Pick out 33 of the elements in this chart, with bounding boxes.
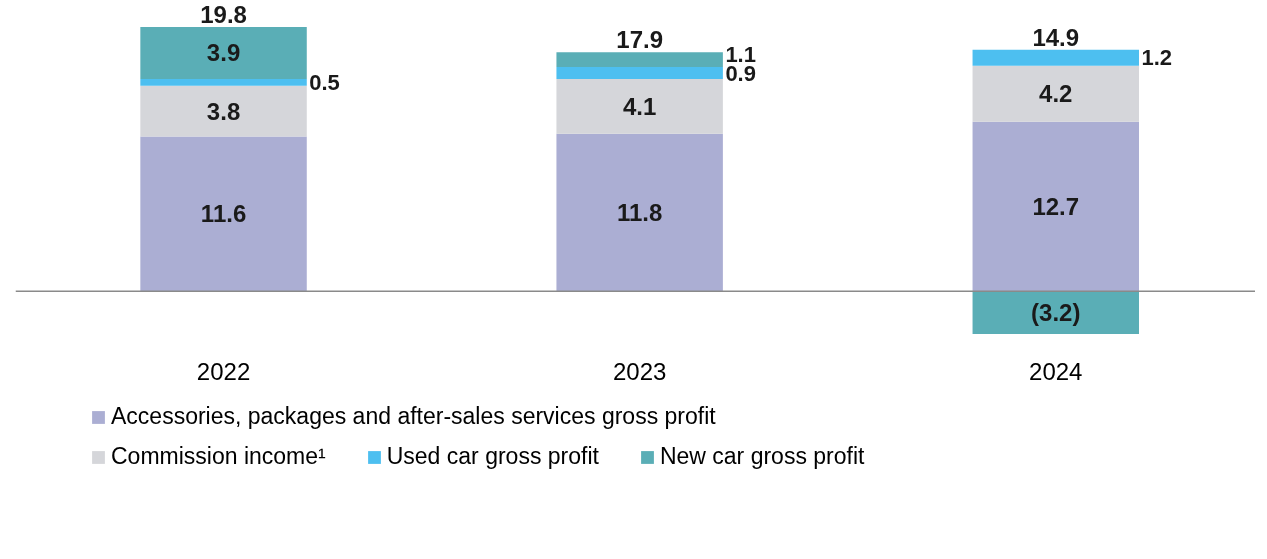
bar (972, 65, 1139, 122)
data-label: 1.2 (1141, 45, 1173, 71)
legend-label: New car gross profit (659, 443, 865, 470)
bar (140, 136, 307, 292)
bar (556, 67, 723, 80)
bar (972, 291, 1139, 335)
data-label: 11.6 (200, 200, 247, 228)
legend-label: Accessories, packages and after-sales services gross profit (111, 403, 716, 430)
bar (972, 121, 1139, 292)
data-label: 0.5 (309, 69, 340, 95)
bar (140, 85, 307, 137)
legend-label: Commission income¹ (111, 443, 326, 470)
total-label: 19.8 (200, 0, 247, 28)
data-label: 4.1 (622, 92, 657, 120)
legend-label: Used car gross profit (386, 443, 599, 470)
data-label: (3.2) (1031, 299, 1081, 327)
data-label: 1.1 (725, 41, 756, 67)
x-tick-label: 2022 (196, 357, 251, 385)
data-label: 3.8 (206, 97, 241, 125)
bar (140, 26, 307, 80)
bar (140, 79, 307, 86)
bar (556, 79, 723, 134)
total-label: 14.9 (1032, 23, 1080, 51)
x-tick-label: 2023 (612, 357, 667, 385)
x-tick-label: 2024 (1029, 357, 1083, 385)
total-label: 17.9 (616, 26, 664, 54)
data-label: 4.2 (1039, 80, 1073, 108)
data-label: 3.9 (206, 39, 241, 67)
data-label: 12.7 (1032, 193, 1080, 221)
bar (556, 133, 723, 292)
data-label: 11.8 (616, 199, 663, 227)
bar (972, 49, 1139, 66)
bar (556, 52, 723, 67)
